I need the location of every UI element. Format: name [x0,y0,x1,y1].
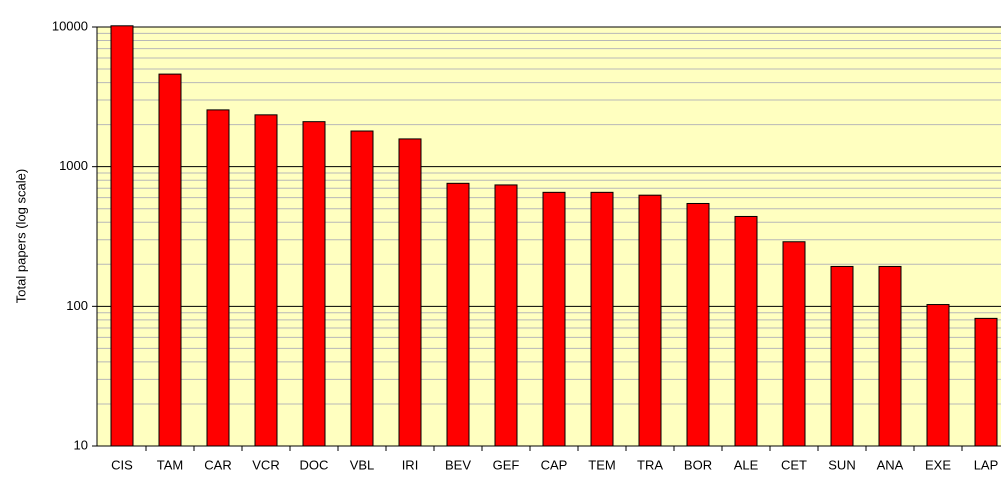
x-tick-label: LAP [974,457,999,472]
bar [350,130,374,447]
bar [254,114,278,447]
bar [926,304,950,447]
bar [206,109,230,447]
x-tick-label: ALE [734,457,759,472]
x-tick-label: CET [781,457,807,472]
x-tick-label: IRI [402,457,419,472]
x-tick-label: BOR [684,457,712,472]
x-tick-label: TAM [157,457,183,472]
bar [302,121,326,447]
bar [398,138,422,447]
y-axis-label: Total papers (log scale) [13,169,28,303]
y-tick-label: 1000 [59,158,88,173]
bar [638,194,662,447]
x-tick-label: CAP [541,457,568,472]
bar [494,184,518,447]
x-tick-label: EXE [925,457,951,472]
bar [446,182,470,447]
x-tick-label: GEF [493,457,520,472]
bar [734,215,758,447]
x-tick-label: CAR [204,457,231,472]
bar [782,241,806,447]
x-tick-label: VBL [350,457,375,472]
y-tick-label: 10000 [52,18,88,33]
x-tick-label: TEM [588,457,615,472]
y-tick-label: 100 [66,298,88,313]
bar [110,25,134,447]
x-tick-label: VCR [252,457,279,472]
x-tick-label: BEV [445,457,471,472]
x-tick-label: ANA [877,457,904,472]
y-tick-label: 10 [74,437,88,452]
x-tick-label: DOC [300,457,329,472]
bar [158,73,182,447]
bar [974,317,998,447]
bar [686,202,710,447]
bar [590,191,614,447]
x-tick-label: TRA [637,457,663,472]
x-tick-label: CIS [111,457,133,472]
bar [830,265,854,447]
bar [878,265,902,447]
x-tick-label: SUN [828,457,855,472]
bar [542,191,566,447]
